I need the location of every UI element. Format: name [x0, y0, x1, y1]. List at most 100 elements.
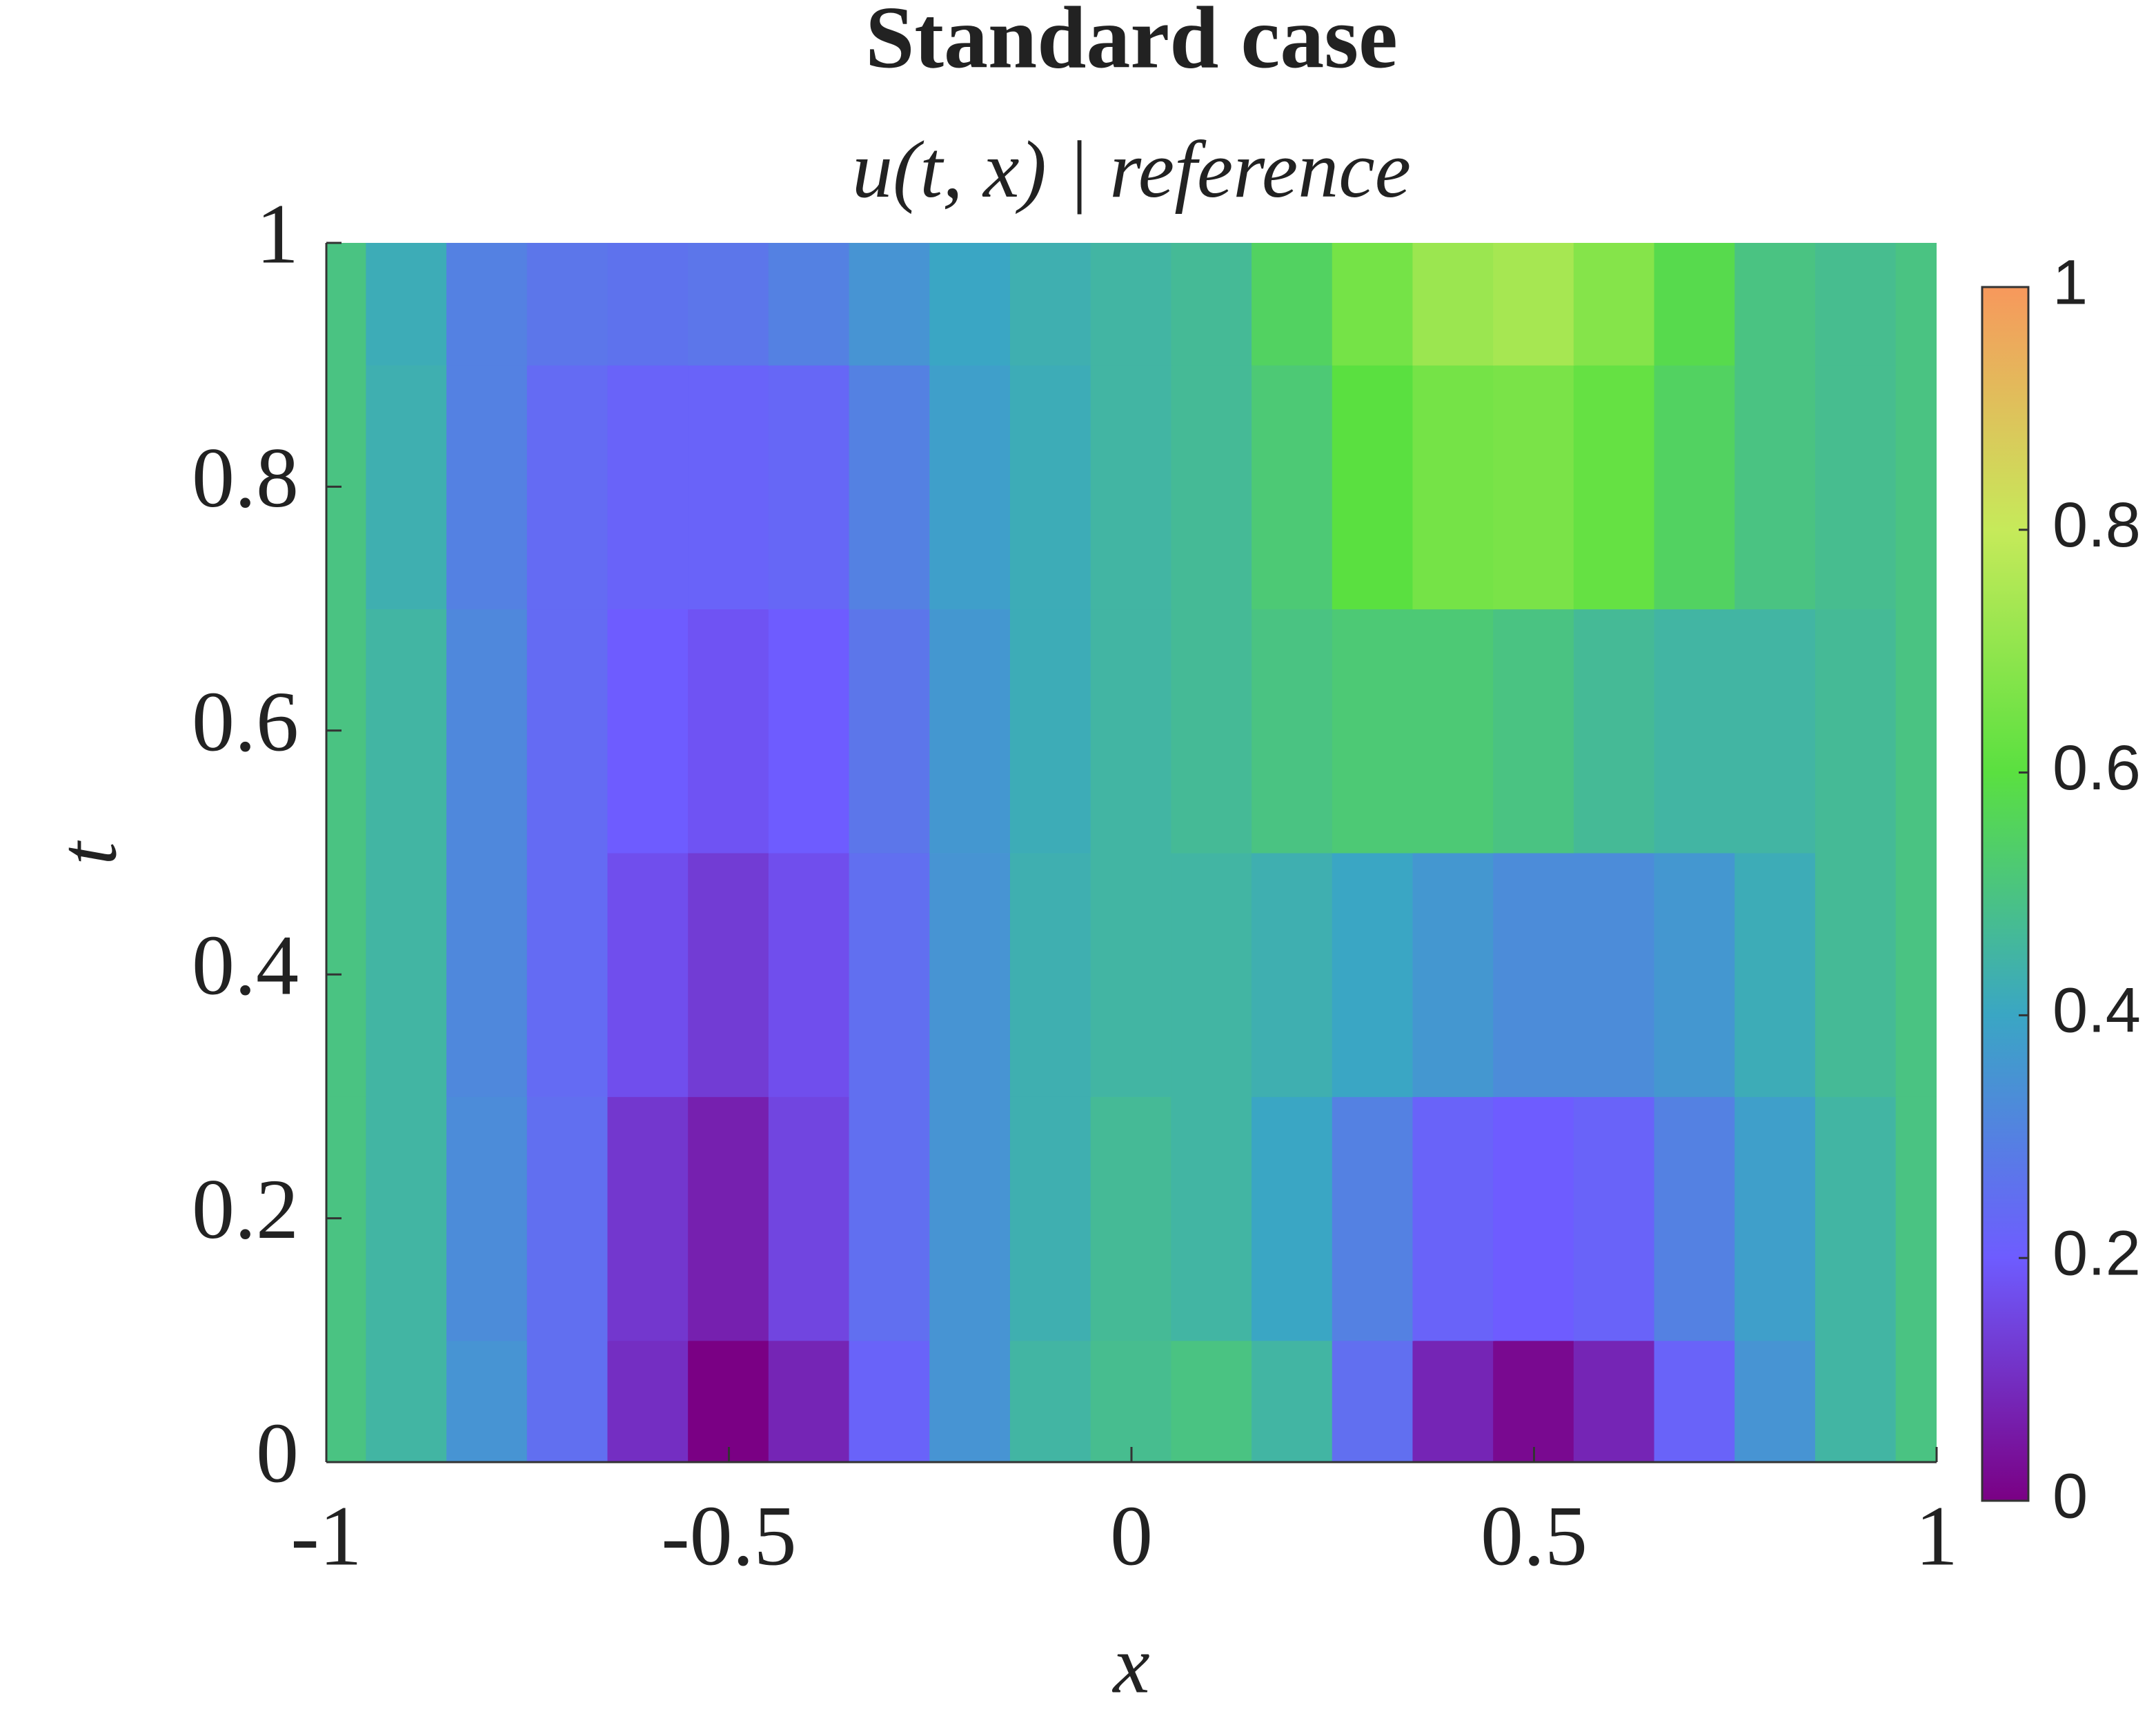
heatmap-cell [446, 851, 528, 1097]
heatmap-cell [768, 1339, 851, 1462]
heatmap-cell [1654, 608, 1737, 854]
heatmap-cell [1654, 364, 1737, 610]
heatmap-cell [366, 851, 448, 1097]
heatmap-cell [1171, 851, 1254, 1097]
heatmap-cell [768, 243, 851, 366]
heatmap-cell [1734, 1339, 1817, 1462]
heatmap-cell [1814, 364, 1897, 610]
heatmap-cell [1654, 243, 1737, 366]
heatmap-cell [849, 1095, 931, 1341]
heatmap-cell [1090, 851, 1173, 1097]
heatmap-cell [1171, 1095, 1254, 1341]
heatmap-cell [1814, 243, 1897, 366]
heatmap-cell [1090, 1339, 1173, 1462]
heatmap-cell [1412, 243, 1495, 366]
heatmap-cell [1654, 851, 1737, 1097]
heatmap-cell [1090, 1095, 1173, 1341]
colorbar-tick-label: 1 [2053, 247, 2088, 317]
heatmap-cell [366, 608, 448, 854]
heatmap-cell [607, 851, 690, 1097]
heatmap-cell [1814, 851, 1897, 1097]
heatmap-cell [446, 608, 528, 854]
y-tick-label: 0.2 [192, 1162, 299, 1256]
heatmap-cell [1332, 608, 1414, 854]
heatmap-cell [1573, 1095, 1656, 1341]
x-tick-label: -0.5 [661, 1488, 796, 1583]
colorbar-tick-label: 0.2 [2053, 1218, 2141, 1288]
x-tick-label: 0 [1110, 1488, 1153, 1583]
y-axis-label: t [42, 840, 134, 865]
heatmap-cell [1332, 1095, 1414, 1341]
heatmap-cell [688, 1095, 770, 1341]
heatmap-cell [1734, 243, 1817, 366]
x-tick-label: 0.5 [1481, 1488, 1588, 1583]
y-tick-label: 0.4 [192, 918, 299, 1013]
heatmap-cell [1412, 1095, 1495, 1341]
heatmap-cell [366, 364, 448, 610]
heatmap-cell [1734, 364, 1817, 610]
heatmap-cell [1332, 243, 1414, 366]
heatmap-cell [526, 608, 609, 854]
heatmap-cell [929, 1095, 1011, 1341]
colorbar [1981, 286, 2030, 1502]
heatmap-cell [1493, 364, 1575, 610]
heatmap-cell [1814, 1095, 1897, 1341]
heatmap-cell [526, 1339, 609, 1462]
heatmap-cell [1009, 364, 1092, 610]
heatmap-cell [1573, 364, 1656, 610]
heatmap-cell [768, 851, 851, 1097]
heatmap-cell [446, 243, 528, 366]
heatmap-cell [1734, 1095, 1817, 1341]
heatmap-cell [526, 851, 609, 1097]
heatmap-cell [688, 851, 770, 1097]
heatmap-cell [1332, 851, 1414, 1097]
colorbar-tick-label: 0.4 [2053, 976, 2141, 1046]
y-tick-label: 1 [256, 186, 299, 281]
heatmap-cell [688, 1339, 770, 1462]
heatmap-cell [1171, 1339, 1254, 1462]
heatmap-cell [1252, 1339, 1334, 1462]
heatmap-cell [446, 1339, 528, 1462]
colorbar-tick-label: 0 [2053, 1461, 2088, 1531]
heatmap-cell [849, 243, 931, 366]
heatmap-cell [1573, 608, 1656, 854]
heatmap-cell [1412, 1339, 1495, 1462]
heatmap-cell [1895, 364, 1937, 610]
heatmap-cell [1895, 608, 1937, 854]
x-tick-label: -1 [290, 1488, 362, 1583]
heatmap-cell [366, 243, 448, 366]
heatmap-cell [1654, 1339, 1737, 1462]
y-tick-label: 0.6 [192, 674, 299, 769]
heatmap-cell [326, 243, 368, 366]
x-tick-label: 1 [1915, 1488, 1958, 1583]
heatmap-cell [446, 364, 528, 610]
heatmap-cell [526, 243, 609, 366]
heatmap-cell [607, 243, 690, 366]
heatmap-cell [1332, 1339, 1414, 1462]
heatmap-cell [1654, 1095, 1737, 1341]
heatmap-cell [1895, 851, 1937, 1097]
heatmap-cell [1734, 851, 1817, 1097]
colorbar-tick-label: 0.8 [2053, 490, 2141, 560]
heatmap-cell [768, 1095, 851, 1341]
chart-subtitle: u(t, x) | reference [852, 124, 1411, 215]
heatmap-cell [688, 608, 770, 854]
heatmap-cell [607, 608, 690, 854]
heatmap-cell [768, 608, 851, 854]
heatmap-cell [366, 1095, 448, 1341]
heatmap-cell [688, 243, 770, 366]
heatmap-cell [446, 1095, 528, 1341]
heatmap-cell [688, 364, 770, 610]
heatmap-cell [929, 851, 1011, 1097]
heatmap [326, 243, 1937, 1462]
heatmap-cell [1252, 243, 1334, 366]
heatmap-cell [849, 608, 931, 854]
y-tick-label: 0.8 [192, 431, 299, 525]
heatmap-cell [1895, 1339, 1937, 1462]
heatmap-cell [1171, 364, 1254, 610]
heatmap-cell [1573, 1339, 1656, 1462]
heatmap-cell [1252, 364, 1334, 610]
x-axis-label: x [1111, 1619, 1149, 1711]
chart-title: Standard case [865, 0, 1398, 86]
